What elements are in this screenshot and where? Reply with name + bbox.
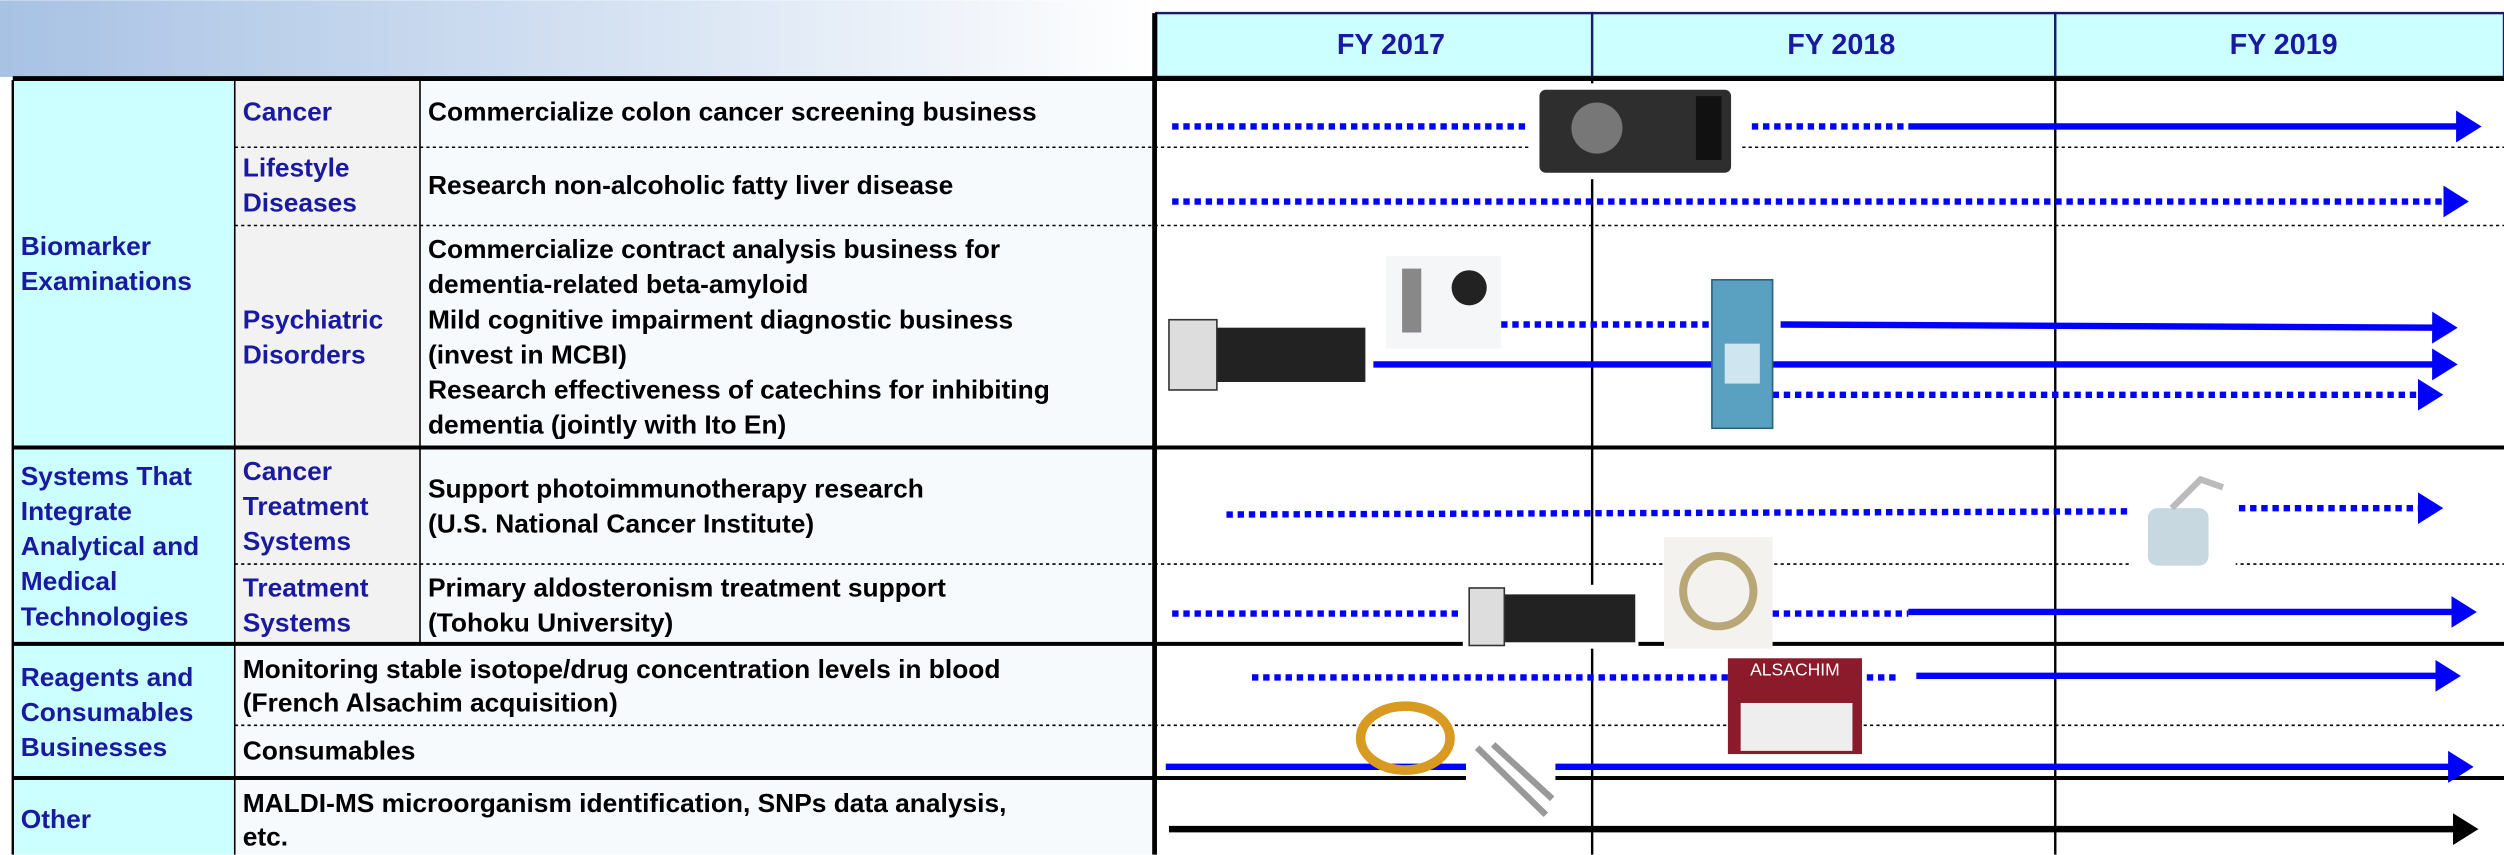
group-label: Other <box>21 804 91 834</box>
description: dementia-related beta-amyloid <box>428 269 808 299</box>
description: (Tohoku University) <box>428 608 673 638</box>
description: Primary aldosteronism treatment support <box>428 573 946 603</box>
description: MALDI-MS microorganism identification, S… <box>243 788 1007 818</box>
group-label: Analytical and <box>21 531 200 561</box>
subcategory: Cancer <box>243 97 332 127</box>
subcategory: Disorders <box>243 339 366 369</box>
description: etc. <box>243 822 288 852</box>
slide: FY 2017 FY 2018 FY 2019 Biomarker Examin… <box>0 0 2504 855</box>
subcategory: Systems <box>243 526 351 556</box>
product-images: ALSACHIM <box>1163 83 2236 821</box>
group-label: Consumables <box>21 697 194 727</box>
description: Research non-alcoholic fatty liver disea… <box>428 170 953 200</box>
description: Monitoring stable isotope/drug concentra… <box>243 654 1001 684</box>
subcategory: Systems <box>243 608 351 638</box>
group-label: Biomarker <box>21 231 151 261</box>
group-label: Integrate <box>21 496 132 526</box>
year-header: FY 2017 FY 2018 FY 2019 <box>1156 13 2504 77</box>
description: (U.S. National Cancer Institute) <box>428 509 814 539</box>
description: Commercialize contract analysis business… <box>428 234 1000 264</box>
year: FY 2019 <box>2230 29 2338 61</box>
subcategory: Diseases <box>243 188 357 218</box>
group-label: Reagents and <box>21 662 194 692</box>
group-label: Technologies <box>21 601 189 631</box>
description: Commercialize colon cancer screening bus… <box>428 97 1037 127</box>
table <box>13 13 2504 855</box>
subcategory: Treatment <box>243 491 369 521</box>
subcategory: Lifestyle <box>243 153 350 183</box>
group-label: Medical <box>21 566 118 596</box>
description: dementia (jointly with Ito En) <box>428 410 786 440</box>
description: (French Alsachim acquisition) <box>243 688 618 718</box>
subcategory: Treatment <box>243 573 369 603</box>
description: Research effectiveness of catechins for … <box>428 375 1050 405</box>
subcategory: Cancer <box>243 456 332 486</box>
description: Consumables <box>243 735 416 765</box>
description: Mild cognitive impairment diagnostic bus… <box>428 304 1013 334</box>
group-label: Businesses <box>21 732 167 762</box>
group-label: Systems That <box>21 461 192 491</box>
subcategory: Psychiatric <box>243 304 384 334</box>
description: Support photoimmunotherapy research <box>428 474 924 504</box>
header-band <box>0 0 1156 77</box>
group-label: Examinations <box>21 266 192 296</box>
year: FY 2017 <box>1337 29 1445 61</box>
image-label: ALSACHIM <box>1750 660 1840 680</box>
description: (invest in MCBI) <box>428 339 627 369</box>
year: FY 2018 <box>1787 29 1895 61</box>
